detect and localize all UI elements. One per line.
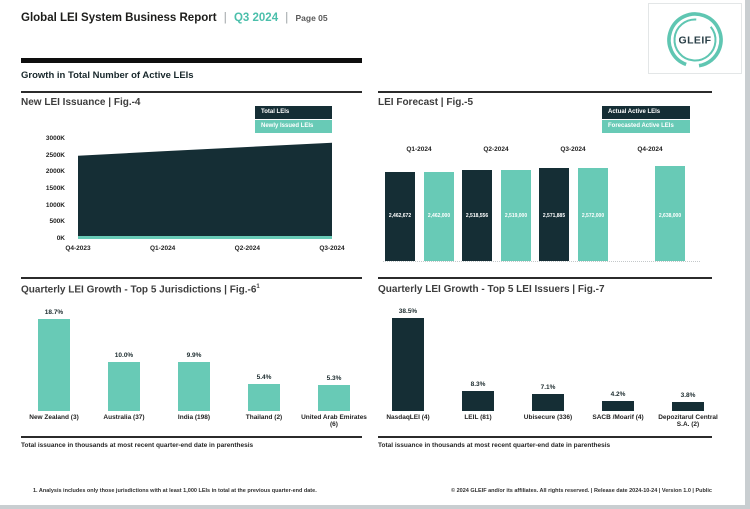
fig6-bar: [248, 384, 280, 411]
window-edge-bottom: [0, 505, 750, 509]
fig5-forecast-bar: 2,462,000: [424, 172, 454, 261]
section-heading: Growth in Total Number of Active LEIs: [21, 70, 194, 81]
fig5-category-label: Q3-2024: [560, 146, 586, 153]
report-period: Q3 2024: [233, 12, 279, 24]
legend-item-total-leis: Total LEIs: [255, 106, 332, 119]
panel-rule: [21, 277, 362, 279]
fig7-value-label: 7.1%: [540, 384, 556, 391]
fig5-actual-bar: 2,518,556: [462, 170, 492, 261]
gleif-logo-text: GLEIF: [679, 34, 712, 46]
fig5-actual-bar: 2,462,672: [385, 172, 415, 261]
fig5-bar-value-label: 2,462,672: [388, 213, 412, 219]
fig6-footer-note: Total issuance in thousands at most rece…: [21, 442, 254, 449]
panel-rule: [378, 91, 712, 93]
fig7-bar: [532, 394, 564, 411]
fig4-newly-issued-strip: [78, 236, 332, 239]
fig7-category-label: Ubisecure (336): [523, 414, 573, 421]
fig5-title: LEI Forecast | Fig.-5: [378, 97, 474, 108]
fig7-value-label: 38.5%: [398, 308, 418, 315]
fig6-title-text: Quarterly LEI Growth - Top 5 Jurisdictio…: [21, 284, 257, 296]
fig4-x-tick-label: Q2-2024: [234, 245, 260, 252]
fig6-value-label: 5.4%: [256, 374, 272, 381]
header-divider-bar: [21, 58, 362, 63]
fig4-x-tick-label: Q4-2023: [65, 245, 91, 252]
legend-item-actual-active-leis: Actual Active LEIs: [602, 106, 690, 119]
fig5-category-label: Q1-2024: [406, 146, 432, 153]
fig7-footer-note: Total issuance in thousands at most rece…: [378, 442, 611, 449]
fig7-category-label: Depozitarul Central S.A. (2): [658, 414, 718, 429]
fig6-value-label: 9.9%: [186, 352, 202, 359]
fig7-title: Quarterly LEI Growth - Top 5 LEI Issuers…: [378, 284, 605, 295]
window-edge-right: [745, 0, 750, 509]
fig7-bar: [602, 401, 634, 411]
legend-item-newly-issued-leis: Newly Issued LEIs: [255, 120, 332, 133]
legend-item-forecasted-active-leis: Forecasted Active LEIs: [602, 120, 690, 133]
fig5-forecast-bar: 2,519,000: [501, 170, 531, 261]
fig5-bar-value-label: 2,462,000: [427, 213, 451, 219]
fig5-bar-value-label: 2,519,000: [504, 213, 528, 219]
fig4-y-tick-label: 3000K: [45, 135, 65, 142]
fig5-bar-value-label: 2,518,556: [465, 213, 489, 219]
fig6-category-label: New Zealand (3): [29, 414, 79, 421]
report-title: Global LEI System Business Report: [21, 12, 217, 24]
fig6-bar: [108, 362, 140, 411]
fig5-forecast-bar: 2,572,000: [578, 168, 608, 261]
fig4-y-tick-label: 2500K: [45, 151, 65, 159]
fig6-bar: [318, 385, 350, 411]
fig4-y-tick-label: 1000K: [45, 201, 65, 209]
fig6-value-label: 10.0%: [114, 352, 134, 359]
fig7-value-label: 4.2%: [610, 391, 626, 398]
copyright-line: © 2024 GLEIF and/or its affiliates. All …: [451, 488, 712, 494]
fig4-area-chart: [78, 142, 332, 239]
fig6-bar: [38, 319, 70, 411]
gleif-logo-icon: GLEIF: [667, 11, 723, 68]
fig5-category-label: Q2-2024: [483, 146, 509, 153]
fig6-category-label: Australia (37): [103, 414, 145, 421]
fig4-y-tick-label: 500K: [49, 218, 65, 226]
fig6-category-label: United Arab Emirates (6): [301, 414, 367, 429]
fig6-title: Quarterly LEI Growth - Top 5 Jurisdictio…: [21, 284, 260, 295]
fig7-bar: [672, 402, 704, 411]
fig5-legend: Actual Active LEIs Forecasted Active LEI…: [602, 106, 690, 134]
header-separator: |: [223, 12, 227, 24]
fig5-bar-value-label: 2,638,000: [658, 213, 682, 219]
fig7-category-label: SACB /Moarif (4): [592, 414, 644, 421]
fig4-y-tick-label: 2000K: [45, 168, 65, 176]
gleif-logo-box: GLEIF: [648, 3, 742, 74]
panel-rule: [21, 91, 362, 93]
panel-rule: [21, 436, 362, 438]
report-header: Global LEI System Business Report | Q3 2…: [21, 12, 328, 24]
panel-rule: [378, 436, 712, 438]
fig7-bar: [392, 318, 424, 411]
header-separator: |: [285, 12, 289, 24]
fig5-actual-bar: 2,571,885: [539, 168, 569, 261]
page-number: Page 05: [295, 13, 328, 23]
fig5-category-label: Q4-2024: [637, 146, 663, 153]
fig4-y-tick-label: 0K: [56, 235, 65, 242]
fig6-category-label: Thailand (2): [245, 414, 283, 421]
fig5-bar-value-label: 2,572,000: [581, 213, 605, 219]
fig4-legend: Total LEIs Newly Issued LEIs: [255, 106, 332, 134]
fig7-bar: [462, 391, 494, 411]
fig4-x-tick-label: Q1-2024: [150, 245, 176, 252]
fig7-category-label: LEIL (81): [464, 414, 492, 421]
fig7-value-label: 8.3%: [470, 381, 486, 388]
fig6-value-label: 5.3%: [326, 375, 342, 382]
fig7-value-label: 3.8%: [680, 392, 696, 399]
fig6-value-label: 18.7%: [44, 309, 64, 316]
fig5-baseline: [383, 261, 700, 262]
fig4-x-tick-label: Q3-2024: [319, 245, 345, 252]
fig6-category-label: India (198): [177, 414, 211, 421]
fig4-title: New LEI Issuance | Fig.-4: [21, 97, 141, 108]
panel-rule: [378, 277, 712, 279]
fig6-bar: [178, 362, 210, 411]
fig4-total-leis-area: [78, 142, 332, 236]
fig7-category-label: NasdaqLEI (4): [386, 414, 430, 421]
fig6-title-footnote-marker: 1: [256, 284, 260, 290]
fig5-forecast-bar: 2,638,000: [655, 166, 685, 261]
fig5-bar-value-label: 2,571,885: [542, 213, 566, 219]
page-footnote: 1. Analysis includes only those jurisdic…: [33, 488, 317, 494]
fig4-y-tick-label: 1500K: [45, 185, 65, 192]
